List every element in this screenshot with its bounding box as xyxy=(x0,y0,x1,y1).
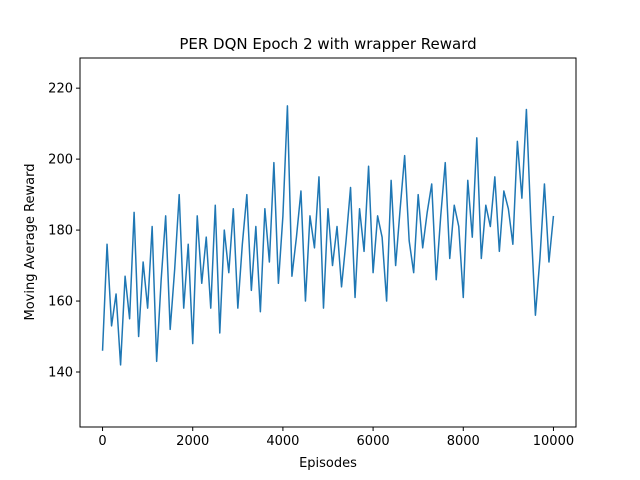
x-tick-label: 8000 xyxy=(447,434,480,449)
y-axis: 140 160 180 200 220 xyxy=(48,82,80,381)
y-tick-label: 220 xyxy=(48,82,73,97)
y-axis-label: Moving Average Reward xyxy=(23,163,38,320)
y-tick-label: 160 xyxy=(48,295,73,310)
x-tick-label: 4000 xyxy=(266,434,299,449)
series-line xyxy=(101,105,555,366)
plot-frame xyxy=(79,57,577,428)
x-tick-label: 0 xyxy=(98,434,106,449)
y-tick-label: 140 xyxy=(48,366,73,381)
x-tick-label: 10000 xyxy=(533,434,574,449)
y-tick-label: 180 xyxy=(48,224,73,239)
x-axis-label: Episodes xyxy=(299,456,357,471)
chart-title: PER DQN Epoch 2 with wrapper Reward xyxy=(179,35,476,53)
series-layer xyxy=(101,105,555,366)
x-tick-label: 6000 xyxy=(357,434,390,449)
x-axis: 0 2000 4000 6000 8000 10000 xyxy=(98,427,574,449)
y-tick-label: 200 xyxy=(48,153,73,168)
x-tick-label: 2000 xyxy=(176,434,209,449)
